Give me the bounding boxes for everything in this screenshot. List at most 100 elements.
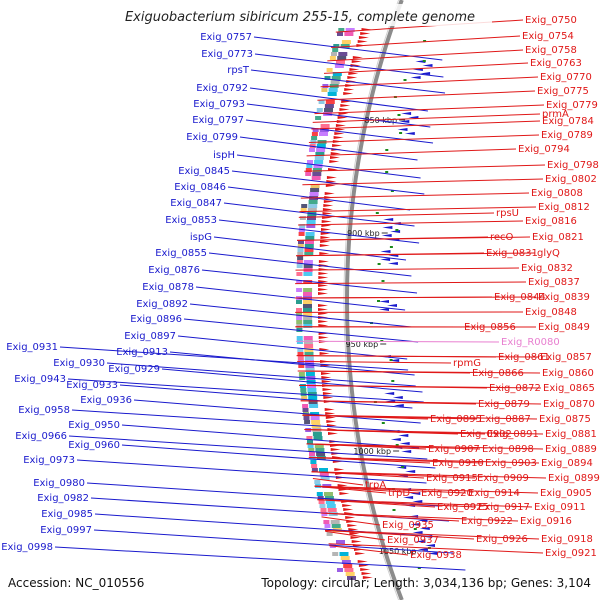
reverse-gene-mark: [326, 176, 337, 179]
gene-label: Exig_0930: [53, 358, 105, 369]
gene-label: Exig_0849: [538, 322, 590, 333]
leader-line: [183, 318, 419, 343]
leader-line: [314, 485, 387, 494]
cog-mark: [307, 444, 314, 448]
leader-line: [208, 252, 412, 277]
gene-label: Exig_0931: [6, 342, 58, 353]
reverse-gene-mark: [340, 104, 351, 107]
gene-label: Exig_0973: [23, 455, 75, 466]
gene-label: Exig_0881: [545, 429, 597, 440]
reverse-gene-mark: [328, 432, 338, 435]
gene-label: Exig_0855: [155, 248, 207, 259]
gene-label: Exig_0982: [37, 493, 89, 504]
forward-gene-mark: [390, 230, 401, 233]
gene-label: rpsT: [227, 65, 250, 76]
leader-line: [250, 69, 446, 94]
leader-line: [320, 76, 539, 88]
gene-label: trpD: [388, 488, 410, 499]
gene-label: Exig_0980: [33, 478, 85, 489]
leader-line: [236, 154, 421, 179]
leader-line: [302, 178, 544, 186]
cog-mark: [304, 248, 314, 252]
reverse-gene-mark: [348, 528, 359, 531]
cog-mark: [302, 404, 309, 408]
cog-mark: [345, 572, 355, 576]
reverse-gene-mark: [318, 324, 329, 327]
cog-mark: [307, 216, 316, 220]
leader-line: [304, 429, 544, 435]
cog-mark: [309, 148, 315, 152]
forward-gene-mark: [392, 396, 403, 399]
leader-line: [325, 530, 386, 541]
gene-label: Exig_0845: [178, 166, 230, 177]
cog-mark: [322, 84, 329, 88]
cog-mark: [303, 304, 312, 308]
cog-mark: [296, 308, 302, 312]
gene-label: ispG: [190, 232, 212, 243]
cog-mark: [305, 232, 315, 236]
gene-tick: [392, 509, 396, 511]
gene-label: Exig_0757: [200, 32, 252, 43]
gene-label: Exig_0935: [382, 520, 434, 531]
cog-mark: [345, 28, 355, 32]
cog-mark: [297, 352, 304, 356]
cog-mark: [325, 100, 335, 104]
cog-mark: [310, 416, 320, 420]
reverse-gene-mark: [347, 76, 358, 79]
leader-line: [308, 456, 540, 464]
reverse-gene-mark: [355, 552, 366, 555]
forward-gene-mark: [420, 72, 431, 75]
cog-mark: [337, 56, 347, 60]
leader-line: [300, 400, 542, 405]
reverse-gene-mark: [330, 152, 341, 155]
gene-label: rpmG: [453, 358, 481, 369]
cog-mark: [300, 208, 307, 212]
cog-mark: [296, 260, 303, 264]
cog-mark: [305, 364, 315, 368]
gene-label: trpA: [365, 480, 386, 491]
reverse-gene-mark: [324, 408, 335, 411]
cog-mark: [304, 344, 314, 348]
cog-mark: [318, 100, 325, 104]
gene-tick: [413, 528, 417, 530]
gene-tick: [423, 40, 427, 42]
cog-mark: [327, 92, 337, 96]
gene-label: Exig_0789: [541, 130, 593, 141]
cog-mark: [347, 576, 356, 580]
reverse-gene-mark: [339, 108, 350, 111]
forward-gene-mark: [401, 112, 412, 115]
leader-line: [246, 103, 431, 128]
backbone-arc: [344, 0, 404, 600]
cog-mark: [333, 44, 340, 48]
gene-label: Exig_0861: [498, 352, 550, 363]
leader-line: [195, 286, 406, 311]
gene-label: Exig_0958: [18, 405, 70, 416]
cog-mark: [314, 444, 324, 448]
cog-mark: [300, 388, 307, 392]
forward-gene-mark: [389, 359, 400, 362]
reverse-gene-mark: [323, 396, 334, 399]
cog-mark: [311, 136, 318, 140]
gene-label: Exig_0911: [534, 502, 586, 513]
gene-label: Exig_0960: [68, 440, 120, 451]
leader-line: [213, 236, 407, 261]
cog-mark: [303, 264, 313, 268]
kbp-label: 1000 kbp: [353, 447, 391, 456]
reverse-gene-mark: [335, 128, 346, 131]
cog-mark: [298, 364, 305, 368]
cog-mark: [303, 288, 313, 292]
gene-label: Exig_0832: [521, 263, 573, 274]
cog-mark: [334, 64, 344, 68]
kbp-label: 900 kbp: [347, 229, 380, 238]
cog-mark: [315, 448, 325, 452]
cog-mark: [323, 520, 330, 524]
forward-gene-mark: [380, 250, 391, 253]
gene-tick: [377, 263, 381, 265]
cog-mark: [305, 372, 315, 376]
reverse-gene-mark: [337, 484, 348, 487]
cog-mark: [312, 128, 319, 132]
gene-label: Exig_0905: [540, 488, 592, 499]
leader-line: [161, 368, 423, 393]
leader-line: [320, 512, 519, 522]
cog-mark: [331, 524, 341, 528]
